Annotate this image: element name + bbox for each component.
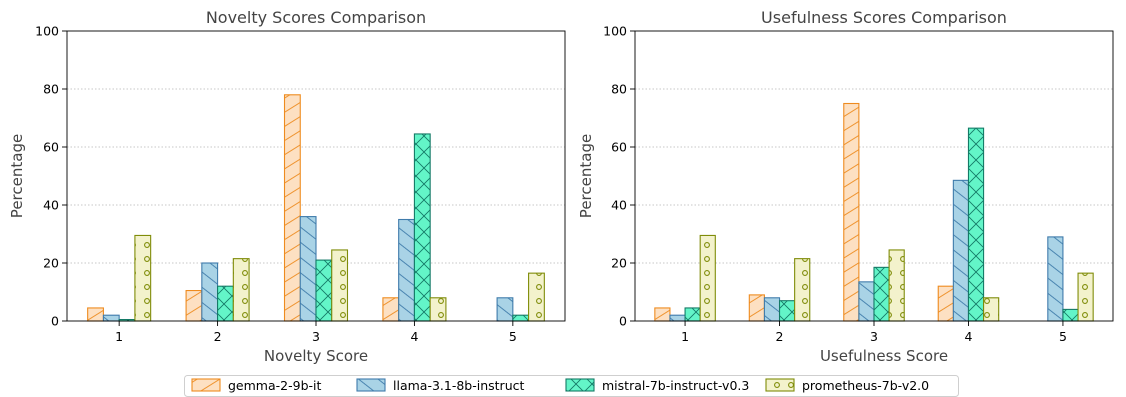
- y-tick-label: 40: [611, 198, 627, 213]
- legend: gemma-2-9b-it llama-3.1-8b-instruct mistra…: [184, 375, 959, 397]
- bar: [983, 297, 1000, 322]
- y-axis-label: Percentage: [8, 134, 26, 218]
- y-tick-label: 100: [35, 24, 59, 39]
- y-tick-label: 40: [43, 198, 59, 213]
- x-tick-label: 3: [870, 329, 878, 344]
- x-axis-label: Usefulness Score: [820, 347, 948, 365]
- bar: [888, 249, 905, 322]
- bars: [654, 102, 1094, 322]
- bar: [699, 234, 716, 322]
- bar: [413, 133, 431, 322]
- legend-label: prometheus-7b-v2.0: [802, 378, 929, 393]
- bar: [967, 127, 985, 322]
- x-tick-label: 2: [214, 329, 222, 344]
- bar: [87, 307, 104, 322]
- bar: [217, 285, 234, 322]
- bar: [315, 259, 333, 322]
- x-tick-label: 5: [509, 329, 517, 344]
- legend-label: mistral-7b-instruct-v0.3: [602, 378, 749, 393]
- bar: [952, 179, 970, 322]
- bar: [528, 272, 545, 322]
- y-tick-label: 80: [43, 82, 59, 97]
- bar: [201, 262, 219, 322]
- bar: [937, 285, 954, 322]
- bar: [496, 297, 514, 322]
- bar: [283, 94, 301, 322]
- legend-label: llama-3.1-8b-instruct: [393, 378, 524, 393]
- y-tick-label: 0: [51, 314, 59, 329]
- y-tick-label: 20: [611, 256, 627, 271]
- x-tick-label: 3: [312, 329, 320, 344]
- x-ticks: 1 2 3 4 5: [115, 321, 517, 344]
- y-axis-label: Percentage: [577, 134, 595, 218]
- bar: [669, 314, 686, 322]
- bar: [843, 102, 860, 322]
- bar: [382, 297, 400, 322]
- x-ticks: 1 2 3 4 5: [681, 321, 1067, 344]
- novelty-chart: Novelty Scores Comparison 0 20 40 60 80 100 1…: [8, 8, 566, 365]
- legend-label: gemma-2-9b-it: [228, 378, 321, 393]
- y-tick-label: 60: [611, 140, 627, 155]
- x-tick-label: 4: [964, 329, 972, 344]
- y-tick-label: 100: [603, 24, 627, 39]
- bar: [299, 216, 317, 322]
- y-tick-label: 60: [43, 140, 59, 155]
- usefulness-chart: Usefulness Scores Comparison 02040608010…: [577, 8, 1114, 365]
- x-tick-label: 2: [776, 329, 784, 344]
- bar: [102, 314, 120, 322]
- y-ticks: 0 20 40 60 80 100: [603, 24, 635, 329]
- bar: [858, 281, 875, 322]
- bar: [429, 297, 447, 322]
- y-tick-label: 0: [619, 314, 627, 329]
- x-tick-label: 5: [1059, 329, 1067, 344]
- grid-lines: [635, 88, 1113, 264]
- legend-swatch: [765, 378, 795, 392]
- y-tick-label: 80: [611, 82, 627, 97]
- bar: [748, 294, 765, 322]
- x-axis-label: Novelty Score: [264, 347, 368, 365]
- bar: [778, 300, 796, 322]
- bar: [654, 307, 671, 322]
- bar: [1062, 308, 1079, 322]
- x-tick-label: 1: [681, 329, 689, 344]
- chart-title: Usefulness Scores Comparison: [761, 8, 1007, 27]
- chart-title: Novelty Scores Comparison: [206, 8, 426, 27]
- bar: [512, 314, 530, 322]
- bar: [398, 218, 415, 322]
- bar: [763, 297, 781, 322]
- legend-swatch: [356, 378, 386, 392]
- bar: [684, 307, 701, 322]
- x-tick-label: 1: [115, 329, 123, 344]
- legend-swatch: [565, 378, 595, 392]
- legend-swatch: [191, 378, 221, 392]
- bars: [87, 94, 545, 322]
- bar: [134, 234, 152, 322]
- y-tick-label: 20: [43, 256, 59, 271]
- x-tick-label: 4: [410, 329, 418, 344]
- bar: [873, 266, 890, 322]
- bar: [185, 289, 203, 322]
- bar: [1077, 272, 1094, 322]
- bar: [1047, 236, 1064, 322]
- y-ticks: 0 20 40 60 80 100: [35, 24, 67, 329]
- bar: [331, 249, 349, 322]
- bar: [232, 258, 250, 322]
- bar: [794, 258, 811, 322]
